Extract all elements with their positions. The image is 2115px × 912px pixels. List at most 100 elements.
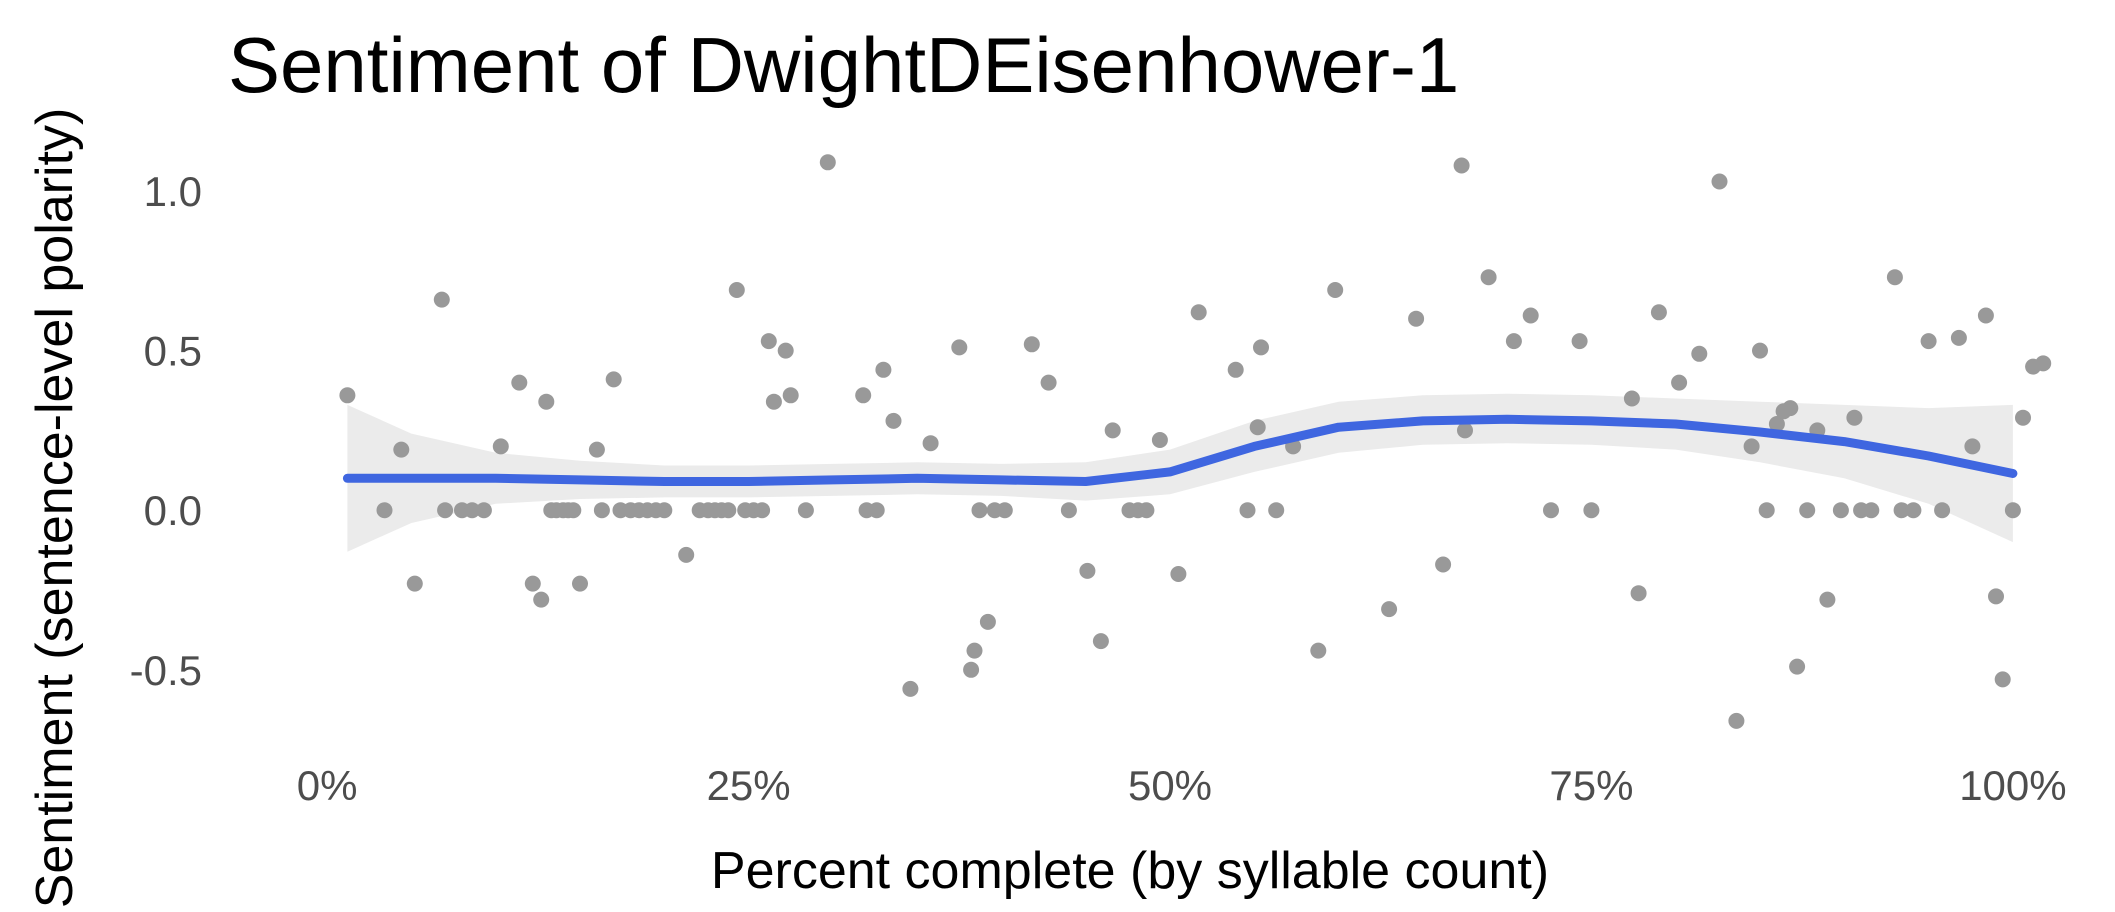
data-point: [1571, 333, 1588, 350]
data-point: [728, 282, 745, 298]
data-point: [1457, 422, 1473, 439]
data-point: [538, 393, 555, 410]
data-point: [1782, 400, 1799, 417]
data-point: [922, 435, 939, 452]
data-point: [593, 502, 610, 519]
data-point: [464, 502, 481, 519]
data-point: [1583, 502, 1600, 519]
data-point: [1190, 304, 1207, 321]
data-point: [1886, 269, 1903, 286]
x-tick-label: 50%: [1128, 762, 1212, 809]
data-point: [475, 502, 492, 519]
data-point: [951, 339, 968, 356]
data-point: [1789, 658, 1806, 675]
data-point: [1239, 502, 1256, 519]
data-point: [1832, 502, 1849, 519]
data-point: [588, 441, 605, 458]
data-point: [1650, 304, 1667, 321]
data-point: [1310, 642, 1327, 659]
data-point: [437, 502, 454, 519]
x-axis-ticks: 0% 25% 50% 75% 100%: [297, 762, 2067, 809]
data-point: [1104, 422, 1121, 439]
data-point: [524, 575, 541, 592]
data-point: [1435, 556, 1452, 573]
data-point: [1480, 269, 1497, 286]
x-axis-label: Percent complete (by syllable count): [711, 842, 1549, 900]
data-point: [1381, 601, 1398, 618]
x-tick-label: 25%: [707, 762, 791, 809]
data-point: [1630, 585, 1647, 602]
data-point: [1711, 173, 1728, 190]
data-point: [971, 502, 988, 519]
data-point: [393, 441, 410, 458]
data-point: [1905, 502, 1922, 519]
data-point: [1920, 333, 1937, 350]
x-tick-label: 75%: [1549, 762, 1633, 809]
data-point: [777, 342, 794, 359]
data-point: [1863, 502, 1880, 519]
data-point: [433, 291, 450, 308]
data-point: [720, 502, 737, 519]
data-point: [1893, 502, 1910, 519]
data-point: [966, 642, 983, 659]
data-point: [1040, 374, 1057, 391]
data-point: [765, 393, 782, 410]
data-point: [868, 502, 885, 519]
data-point: [678, 546, 695, 563]
data-point: [533, 591, 550, 608]
data-point: [1691, 345, 1708, 362]
data-point: [1453, 157, 1470, 174]
data-point: [1950, 329, 1967, 346]
smooth-trend-line: [342, 414, 2018, 486]
data-point: [1994, 671, 2011, 688]
data-point: [572, 575, 588, 592]
data-point: [875, 361, 892, 378]
x-tick-label: 100%: [1959, 762, 2066, 809]
data-point: [1138, 502, 1155, 519]
y-axis-label: Sentiment (sentence-level polarity): [26, 108, 84, 909]
y-tick-label: 1.0: [144, 168, 202, 215]
data-point: [1728, 712, 1745, 729]
chart-title: Sentiment of DwightDEisenhower-1: [228, 21, 1459, 109]
data-points-layer: [339, 154, 2052, 729]
data-point: [885, 412, 902, 429]
data-point: [1249, 419, 1266, 436]
data-point: [2035, 355, 2052, 372]
y-tick-label: -0.5: [130, 647, 202, 694]
data-point: [1752, 342, 1768, 359]
data-point: [1964, 438, 1981, 455]
data-point: [2015, 409, 2031, 426]
data-point: [339, 387, 356, 404]
data-point: [1758, 502, 1775, 519]
data-point: [1743, 438, 1760, 455]
data-point: [656, 502, 673, 519]
data-point: [754, 502, 771, 519]
data-point: [1253, 339, 1269, 356]
data-point: [1799, 502, 1816, 519]
data-point: [605, 371, 622, 388]
data-point: [1768, 416, 1785, 432]
data-point: [376, 502, 393, 519]
data-point: [855, 387, 872, 404]
data-point: [963, 661, 980, 678]
data-point: [1151, 432, 1168, 448]
smooth-line-layer: [342, 414, 2018, 486]
data-point: [1079, 562, 1096, 579]
data-point: [1023, 336, 1040, 353]
y-tick-label: 0.5: [144, 328, 202, 375]
data-point: [1988, 588, 2004, 605]
data-point: [565, 502, 582, 519]
data-point: [1268, 502, 1285, 519]
data-point: [979, 613, 996, 630]
data-point: [1327, 282, 1344, 298]
data-point: [511, 374, 528, 391]
data-point: [1227, 361, 1244, 378]
data-point: [1060, 502, 1077, 519]
data-point: [1408, 310, 1425, 327]
data-point: [1543, 502, 1559, 519]
data-point: [1977, 307, 1994, 324]
y-axis-ticks: -0.5 0.0 0.5 1.0: [130, 168, 202, 694]
y-tick-label: 0.0: [144, 487, 202, 534]
data-point: [1934, 502, 1951, 519]
